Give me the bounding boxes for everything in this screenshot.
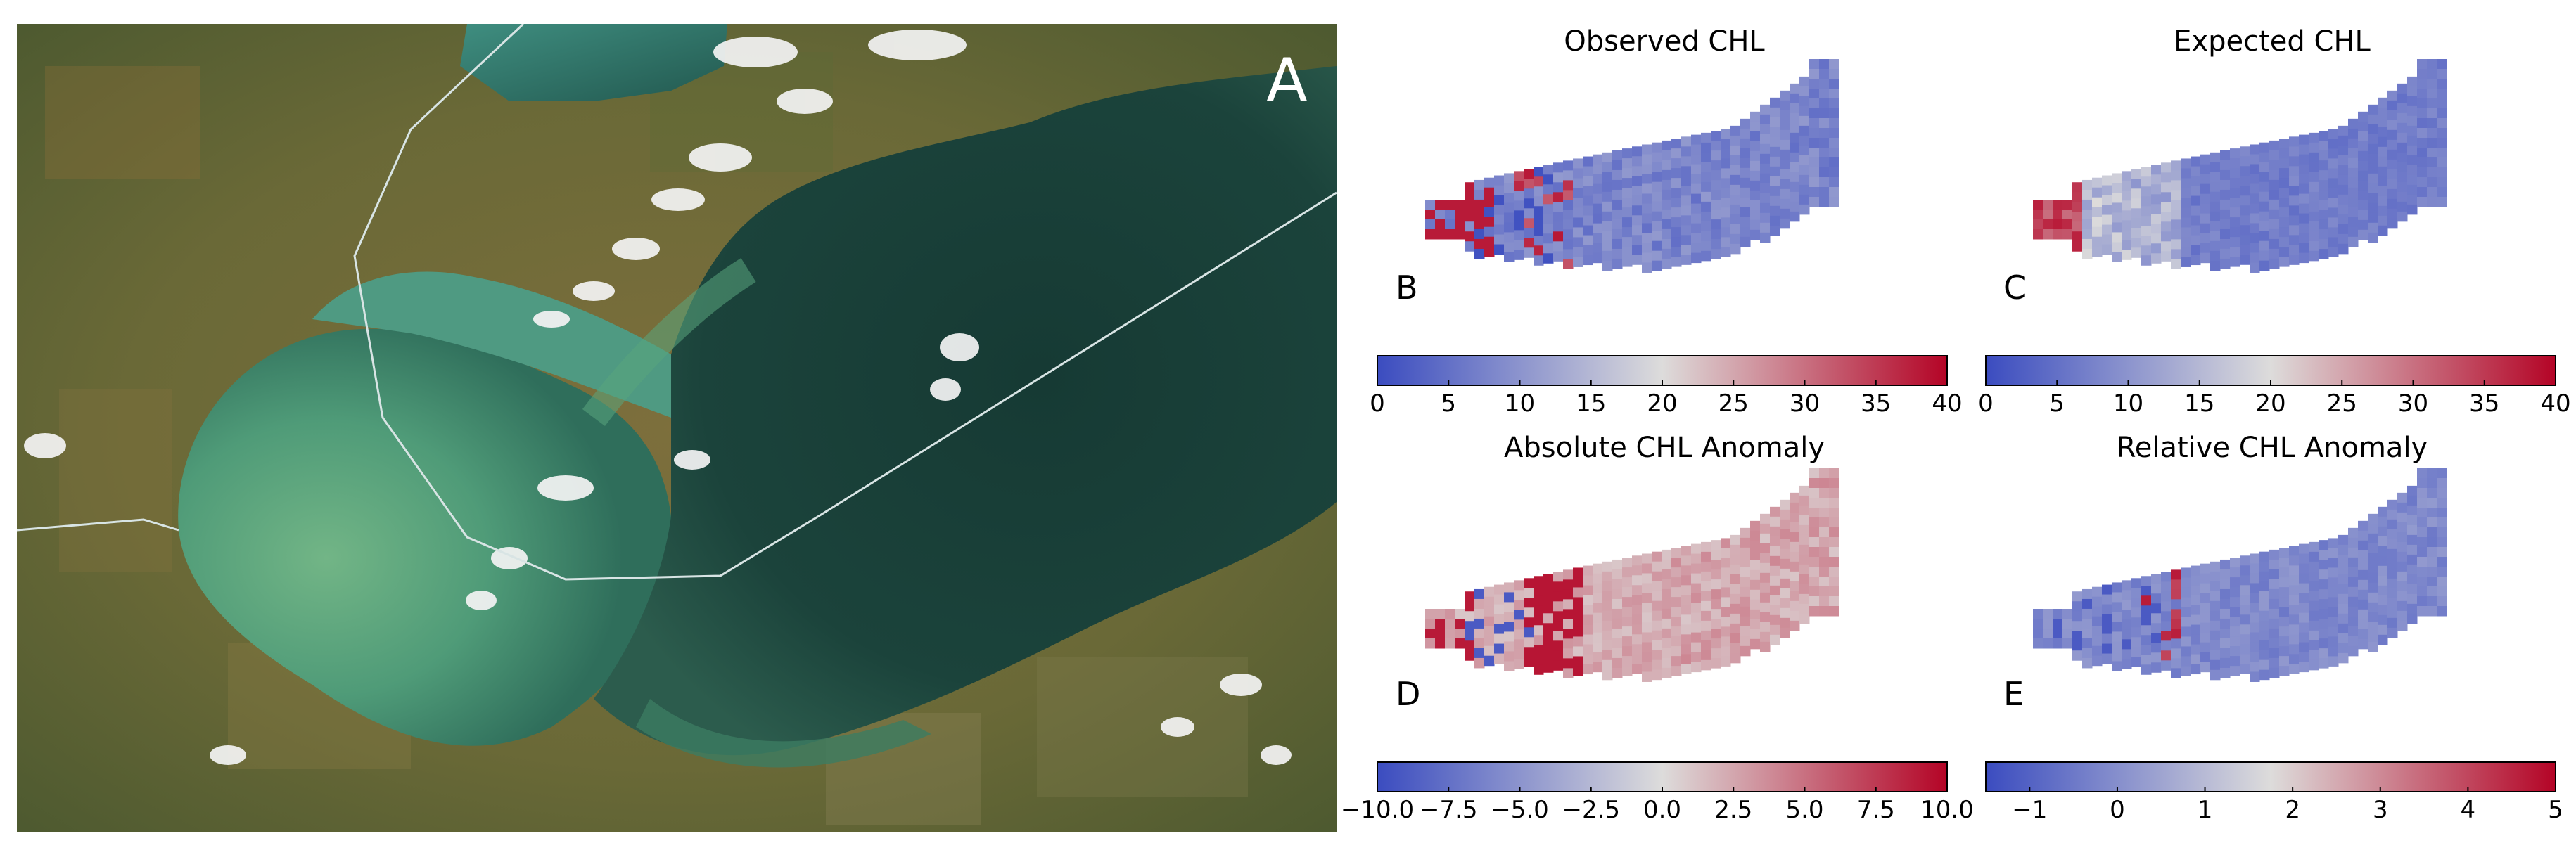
panel-letter-a: A <box>1266 46 1308 116</box>
colorbar-tick-label: 30 <box>1789 389 1821 418</box>
observed-chl-colorbar <box>1377 355 1948 386</box>
panel-title-relative-chl-anomaly: Relative CHL Anomaly <box>2116 432 2428 464</box>
colorbar-tick-label: 15 <box>2184 389 2215 418</box>
relative-chl-anomaly-map <box>2033 468 2447 682</box>
colorbar-tick-label: 15 <box>1576 389 1607 418</box>
panel-letter-e: E <box>2003 675 2025 713</box>
colorbar-tick-label: 40 <box>2540 389 2571 418</box>
colorbar-tick-label: 0 <box>1370 389 1385 418</box>
colorbar-tick-label: −5.0 <box>1491 796 1549 824</box>
colorbar-tick-label: −10.0 <box>1340 796 1415 824</box>
relative-chl-anomaly-colorbar <box>1985 761 2556 792</box>
panel-title-observed-chl: Observed CHL <box>1564 25 1765 58</box>
panel-title-expected-chl: Expected CHL <box>2174 25 2371 58</box>
colorbar-tick-label: 35 <box>1861 389 1892 418</box>
colorbar-tick-label: 2.5 <box>1714 796 1753 824</box>
colorbar-tick-label: 4 <box>2460 796 2476 824</box>
colorbar-tick-label: 3 <box>2372 796 2388 824</box>
colorbar-tick-label: 5 <box>1441 389 1457 418</box>
absolute-chl-anomaly-map <box>1425 468 1839 682</box>
colorbar-tick-label: −1 <box>2012 796 2048 824</box>
satellite-image <box>17 24 1337 832</box>
observed-chl-map <box>1425 59 1839 273</box>
panel-letter-c: C <box>2003 269 2027 307</box>
colorbar-tick-label: 0.0 <box>1643 796 1682 824</box>
colorbar-tick-label: 0 <box>2110 796 2125 824</box>
colorbar-tick-label: 10 <box>1504 389 1536 418</box>
colorbar-tick-label: 30 <box>2397 389 2429 418</box>
expected-chl-map <box>2033 59 2447 273</box>
colorbar-tick-label: 0 <box>1978 389 1994 418</box>
colorbar-tick-label: −7.5 <box>1419 796 1478 824</box>
colorbar-tick-label: 5 <box>2548 796 2563 824</box>
expected-chl-colorbar <box>1985 355 2556 386</box>
colorbar-tick-label: 5.0 <box>1785 796 1824 824</box>
colorbar-tick-label: 10 <box>2112 389 2144 418</box>
absolute-chl-anomaly-colorbar <box>1377 761 1948 792</box>
colorbar-tick-label: 25 <box>1718 389 1749 418</box>
colorbar-gradient <box>1985 761 2556 792</box>
colorbar-tick-label: 20 <box>1647 389 1678 418</box>
colorbar-tick-label: 7.5 <box>1856 796 1895 824</box>
colorbar-tick-label: 5 <box>2049 389 2065 418</box>
colorbar-tick-label: 25 <box>2326 389 2357 418</box>
panel-letter-d: D <box>1396 675 1421 713</box>
colorbar-tick-label: 40 <box>1932 389 1963 418</box>
colorbar-tick-label: 10.0 <box>1920 796 1974 824</box>
panel-letter-b: B <box>1396 269 1418 307</box>
colorbar-tick-label: 35 <box>2469 389 2500 418</box>
colorbar-tick-label: 1 <box>2197 796 2213 824</box>
panel-title-absolute-chl-anomaly: Absolute CHL Anomaly <box>1504 432 1825 464</box>
colorbar-tick-label: 2 <box>2285 796 2300 824</box>
colorbar-tick-label: 20 <box>2255 389 2286 418</box>
colorbar-tick-label: −2.5 <box>1562 796 1621 824</box>
